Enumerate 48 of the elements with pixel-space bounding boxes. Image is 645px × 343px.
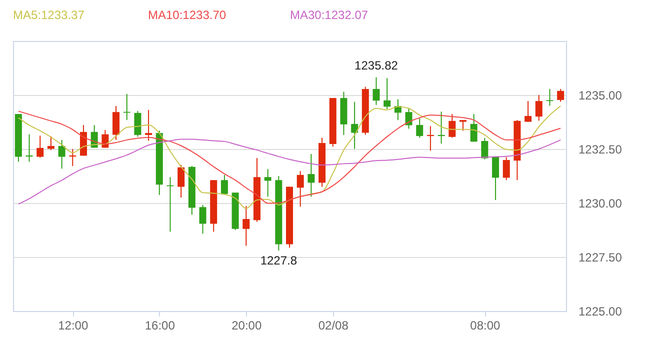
candlestick — [69, 148, 76, 167]
candlestick — [372, 76, 380, 106]
y-tick-label: 1230.00 — [578, 196, 622, 210]
annotation: 1235.82 — [354, 58, 398, 72]
candlestick — [459, 120, 466, 132]
candlestick — [178, 164, 185, 198]
y-tick-label: 1227.50 — [578, 250, 622, 264]
candlestick — [535, 94, 542, 122]
candlestick — [36, 135, 44, 158]
candlestick — [26, 134, 33, 162]
x-tick-label: 20:00 — [232, 318, 262, 332]
annotation: 1227.8 — [260, 254, 298, 268]
candlestick — [384, 78, 391, 110]
candlestick — [492, 156, 500, 200]
candlestick — [220, 174, 228, 194]
candlestick — [47, 136, 54, 151]
candlestick — [524, 100, 532, 122]
x-tick-label: 16:00 — [144, 318, 176, 332]
y-tick-label: 1235.00 — [578, 88, 622, 102]
candlestick — [242, 206, 250, 246]
candlestick — [557, 88, 564, 102]
candlestick — [112, 106, 120, 140]
candlestick — [502, 156, 510, 181]
candlestick — [145, 109, 152, 142]
text: MA30:1232.07 — [290, 8, 368, 22]
x-tick-label: 02/08 — [318, 318, 349, 332]
text: MA5:1233.37 — [13, 8, 85, 22]
candlestick — [448, 114, 456, 138]
candlestick — [296, 170, 304, 208]
candlestick — [426, 126, 434, 152]
candlestick — [405, 107, 412, 130]
candlestick — [351, 101, 358, 150]
candlestick — [546, 88, 554, 106]
candlestick — [308, 153, 315, 198]
candlestick — [438, 111, 445, 144]
candlestick — [199, 204, 206, 234]
candlestick — [481, 137, 488, 160]
candlestick — [264, 168, 272, 198]
candlestick — [416, 118, 424, 138]
y-tick-label: 1232.50 — [578, 142, 622, 156]
y-tick-label: 1225.00 — [578, 304, 622, 318]
line-series — [18, 138, 562, 205]
candlestick — [58, 139, 66, 170]
text: MA10:1233.70 — [148, 8, 226, 22]
x-tick-label: 08:00 — [470, 318, 501, 332]
candlestick — [134, 110, 142, 138]
candlestick — [470, 114, 478, 142]
x-tick-label: 12:00 — [58, 318, 88, 332]
